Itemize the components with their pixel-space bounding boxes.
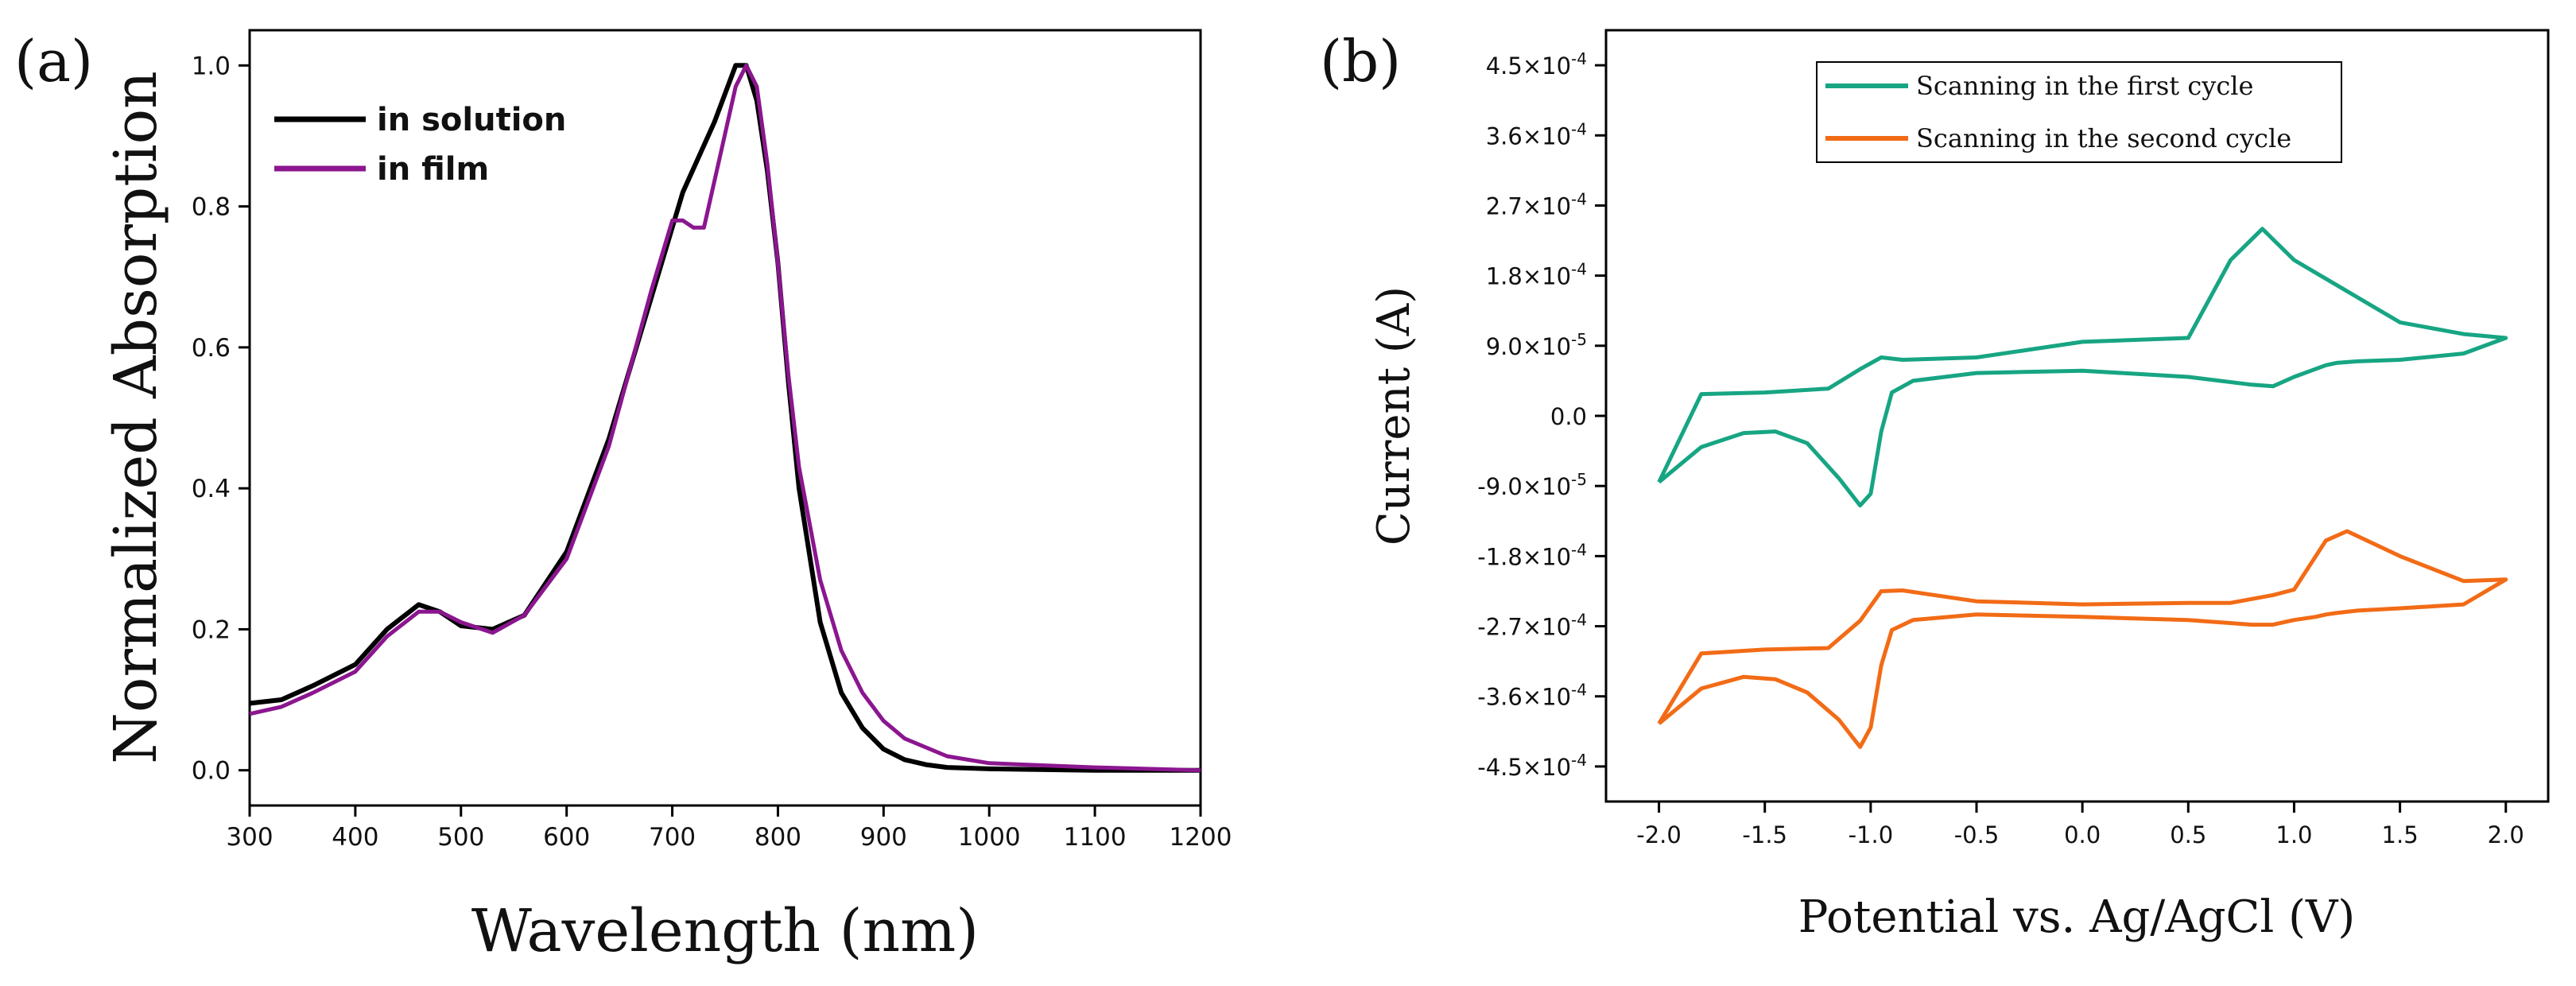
panel-label-a: (a) — [14, 28, 93, 95]
chart-a-series-solution — [249, 63, 1201, 773]
chart-a-xtick-label: 900 — [860, 823, 907, 852]
chart-b-ytick-label: 9.0×10-5 — [1486, 330, 1587, 360]
chart-a-xtick-label: 400 — [332, 823, 378, 852]
chart-b-xtick-label: 2.0 — [2488, 821, 2524, 848]
chart-b-ytick-label: -2.7×10-4 — [1477, 611, 1587, 641]
legend-b-label: Scanning in the second cycle — [1916, 123, 2291, 153]
chart-a-ticks: 300 400 500 600 700 800 900 1000 1100 1200 0.0 0.2 0… — [192, 52, 1232, 852]
chart-b-ticks: -2.0 -1.5 -1.0 -0.5 0.0 0.5 1.0 1.5 2.0 4.5×10-4 3… — [1477, 49, 2524, 848]
chart-a-xtick-label: 300 — [226, 823, 273, 852]
chart-a-series-film — [249, 63, 1201, 773]
chart-b-ytick-label: 2.7×10-4 — [1486, 189, 1587, 219]
chart-b-ytick-label: -3.6×10-4 — [1477, 681, 1587, 711]
chart-a-xtick-label: 600 — [543, 823, 590, 852]
chart-b-ytick-label: 0.0 — [1550, 403, 1587, 430]
chart-a-xtick-label: 800 — [755, 823, 801, 852]
chart-b-series-second-cycle — [1657, 529, 2508, 749]
chart-b-ylabel: Current (A) — [1368, 286, 1420, 545]
chart-b-xlabel: Potential vs. Ag/AgCl (V) — [1798, 891, 2355, 943]
chart-b: -2.0 -1.5 -1.0 -0.5 0.0 0.5 1.0 1.5 2.0 4.5×10-4 3… — [1368, 29, 2550, 943]
chart-a-xtick-label: 1100 — [1064, 823, 1127, 852]
chart-b-ytick-label: -9.0×10-5 — [1477, 470, 1587, 500]
chart-b-xtick-label: -0.5 — [1954, 821, 2000, 848]
chart-a-xlabel: Wavelength (nm) — [471, 897, 979, 965]
chart-b-ytick-label: -4.5×10-4 — [1477, 751, 1587, 781]
chart-b-ytick-label: 1.8×10-4 — [1486, 260, 1587, 290]
chart-b-xtick-label: -2.0 — [1636, 821, 1682, 848]
chart-b-ytick-label: 4.5×10-4 — [1486, 49, 1587, 80]
chart-a-ytick-label: 1.0 — [192, 52, 231, 80]
chart-a-ylabel: Normalized Absorption — [102, 71, 170, 764]
chart-b-xtick-label: 0.0 — [2064, 821, 2101, 848]
panel-label-b: (b) — [1320, 28, 1401, 95]
chart-a-lines — [249, 63, 1201, 773]
legend-a-label: in solution — [377, 102, 566, 138]
chart-a-xtick-label: 700 — [649, 823, 696, 852]
chart-a-frame — [248, 29, 1202, 807]
legend-b-label: Scanning in the first cycle — [1916, 71, 2253, 101]
chart-a-ytick-label: 0.8 — [192, 193, 231, 222]
chart-b-series-first-cycle — [1657, 227, 2508, 508]
chart-a-xtick-label: 1000 — [958, 823, 1021, 852]
chart-a-ytick-label: 0.4 — [192, 475, 231, 503]
chart-b-legend: Scanning in the first cycle Scanning in t… — [1816, 61, 2342, 163]
chart-b-xtick-label: -1.0 — [1849, 821, 1894, 848]
chart-b-xtick-label: 1.5 — [2382, 821, 2419, 848]
chart-a-ytick-label: 0.2 — [192, 615, 231, 644]
chart-b-ytick-label: -1.8×10-4 — [1477, 540, 1587, 570]
chart-a-ytick-label: 0.6 — [192, 334, 231, 363]
chart-a-legend: in solution in film — [274, 102, 566, 188]
chart-a-xtick-label: 500 — [437, 823, 484, 852]
chart-b-lines — [1657, 227, 2508, 749]
legend-b-box — [1816, 61, 2342, 163]
chart-b-xtick-label: 1.0 — [2275, 821, 2312, 848]
chart-b-ytick-label: 3.6×10-4 — [1486, 119, 1587, 149]
chart-b-xtick-label: -1.5 — [1742, 821, 1787, 848]
chart-a-ytick-label: 0.0 — [192, 757, 231, 786]
chart-a: 300 400 500 600 700 800 900 1000 1100 1200 0.0 0.2 0… — [102, 29, 1232, 965]
chart-b-xtick-label: 0.5 — [2170, 821, 2206, 848]
chart-a-xtick-label: 1200 — [1170, 823, 1232, 852]
legend-a-label: in film — [377, 151, 489, 188]
